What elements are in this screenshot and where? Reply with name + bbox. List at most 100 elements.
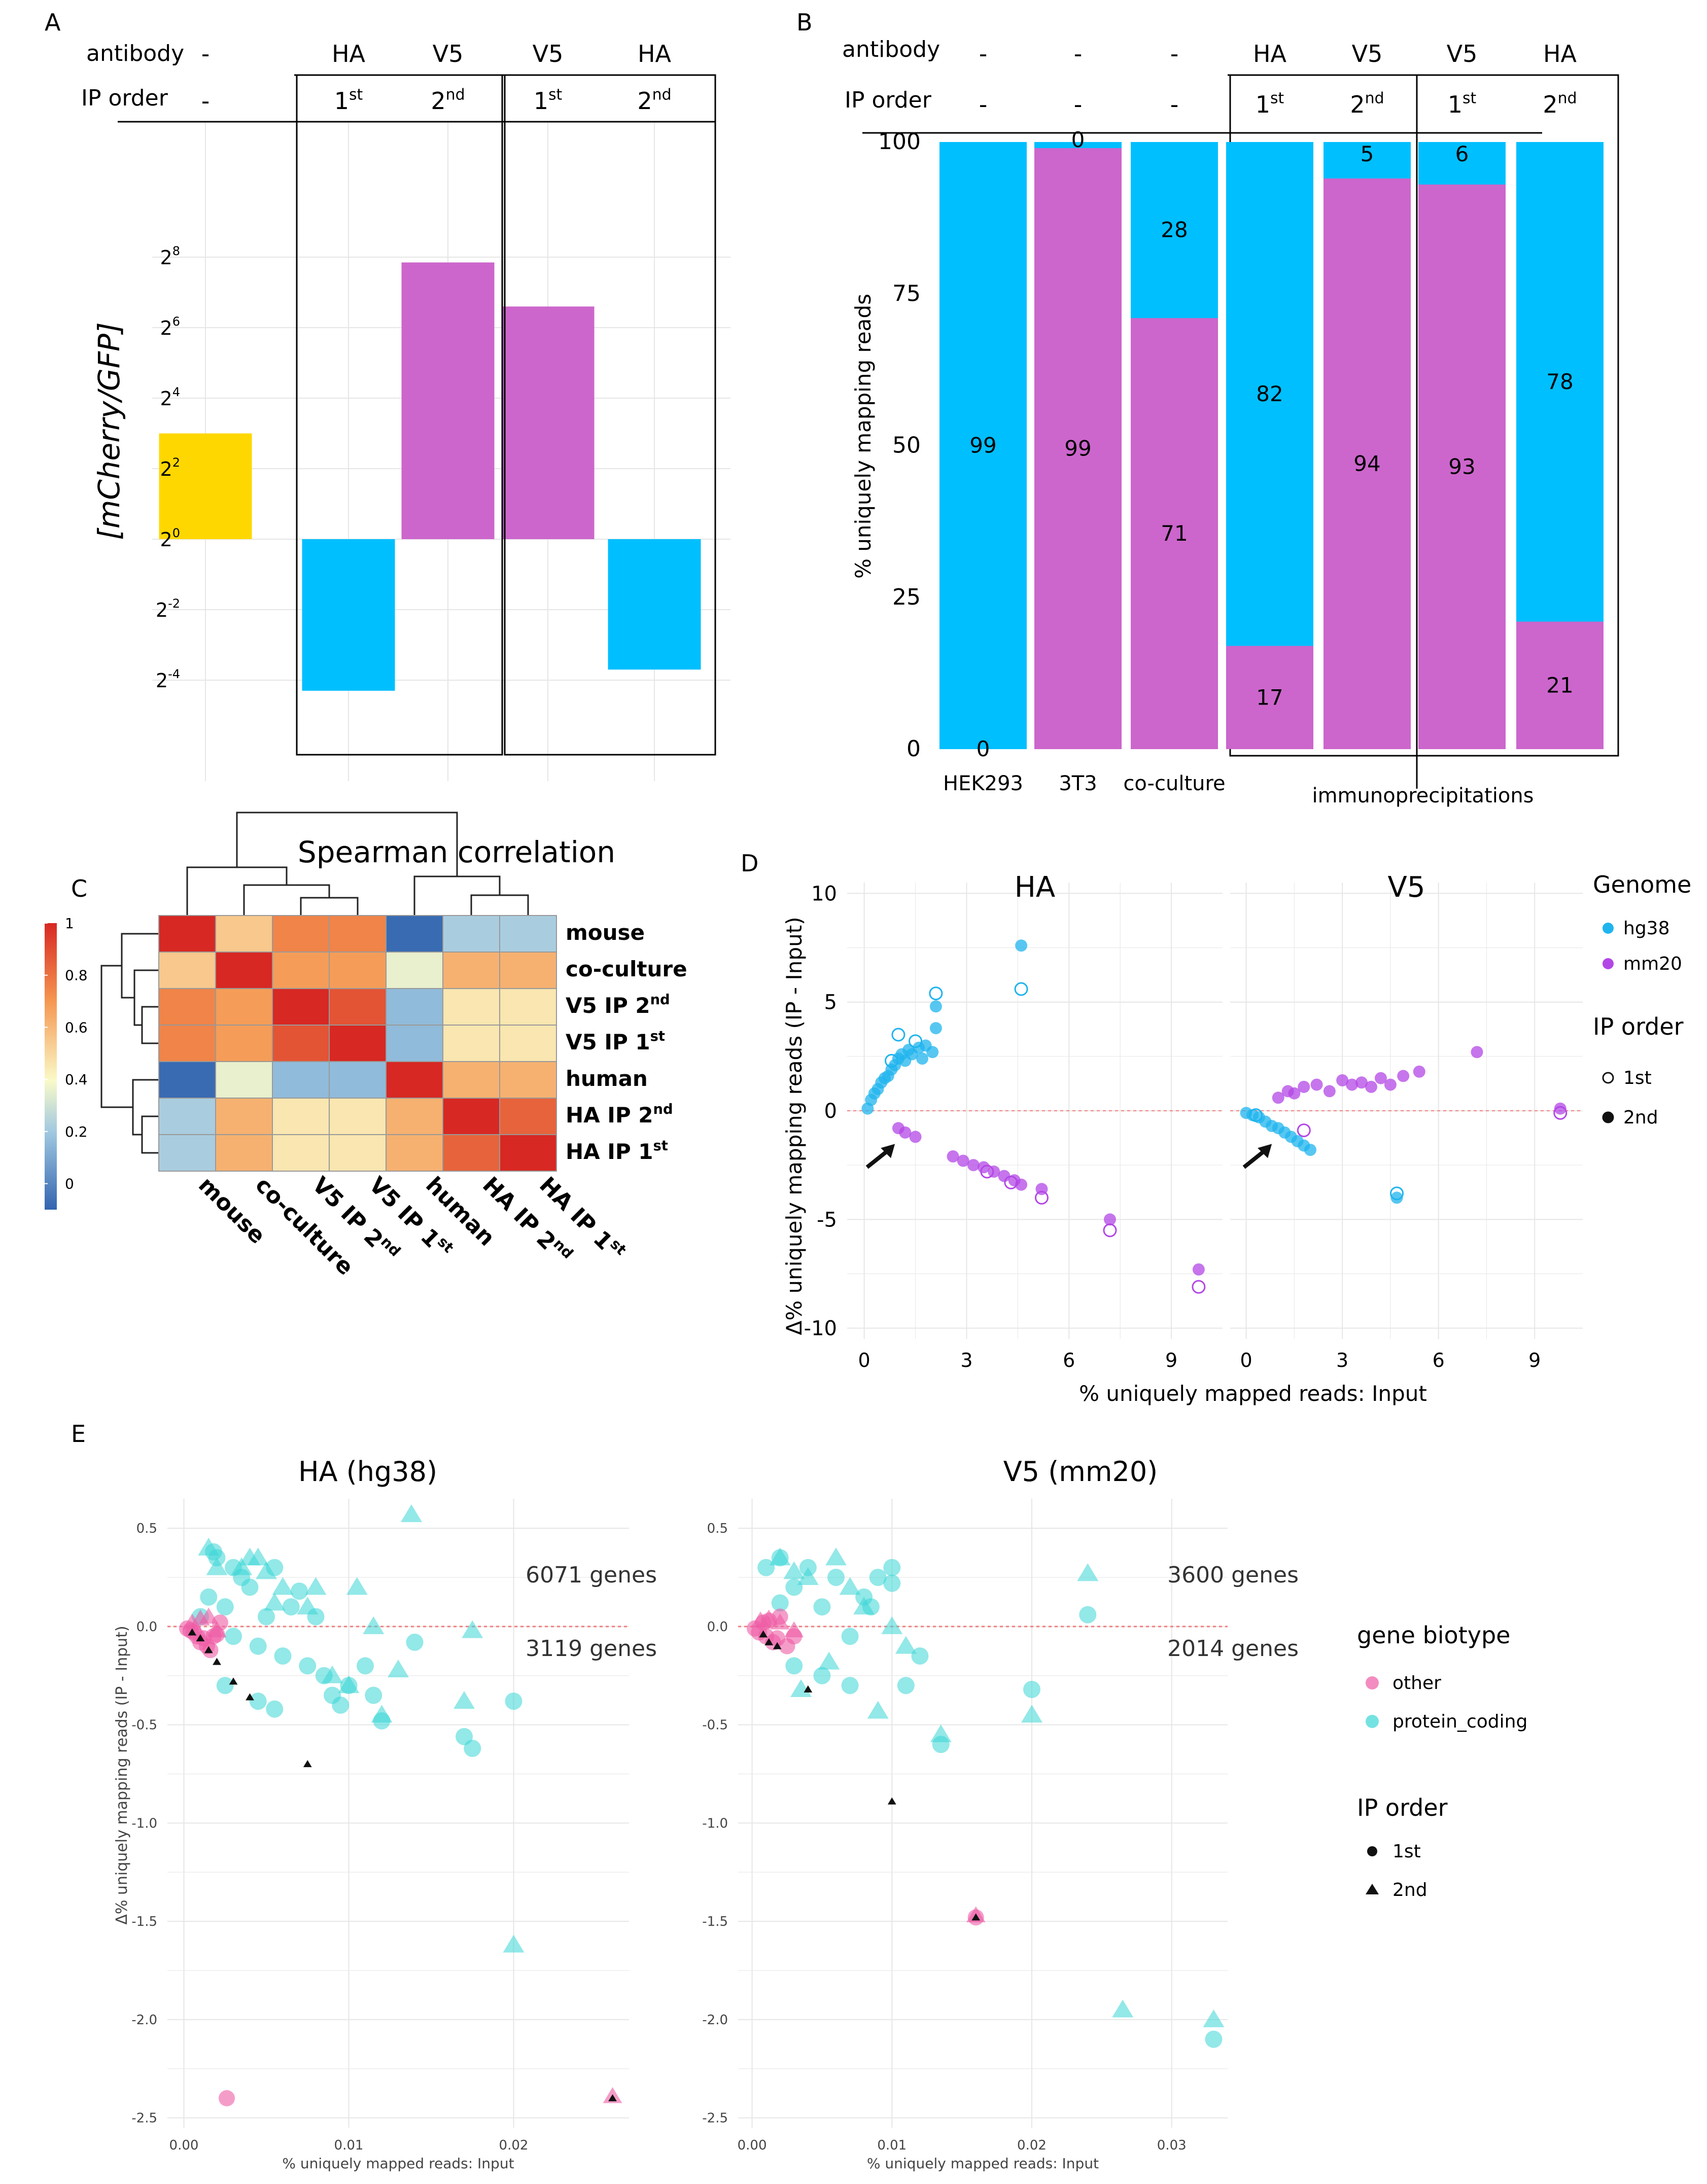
panel-c-colorbar-tick-label: 1 <box>65 915 74 932</box>
panel-e-point-circle <box>216 1677 234 1695</box>
panel-d-point <box>1297 1123 1311 1138</box>
panel-d-point <box>1374 1072 1387 1084</box>
panel-letter-b: B <box>796 9 813 36</box>
panel-c-heat-cell <box>215 1134 273 1172</box>
panel-e-x-tick-label: 0.02 <box>499 2138 529 2153</box>
panel-d-point <box>1336 1074 1349 1086</box>
panel-d-x-tick-label: 6 <box>1433 1349 1445 1371</box>
panel-a-bar <box>608 539 701 670</box>
panel-b-human-value: 28 <box>1161 218 1188 242</box>
panel-d-x-tick-label: 9 <box>1528 1349 1541 1371</box>
panel-letter-a: A <box>45 9 61 36</box>
panel-b-antibody-value: - <box>1170 40 1179 67</box>
panel-c-heat-cell <box>158 1134 216 1172</box>
panel-c-heat-cell <box>499 1134 557 1172</box>
panel-c-dendro-top-link <box>236 812 458 876</box>
panel-b-iporder-value: 1st <box>1256 90 1284 118</box>
panel-d-y-tick-label: -10 <box>804 1317 837 1341</box>
panel-b-mouse-value: 17 <box>1256 685 1283 710</box>
panel-c-heat-cell <box>499 952 557 989</box>
panel-e-legend-order-title: IP order <box>1357 1794 1448 1821</box>
panel-b-x-label: 3T3 <box>1059 772 1097 795</box>
panel-b-y-tick-label: 0 <box>907 736 921 762</box>
panel-c-heat-cell <box>386 952 443 989</box>
panel-c-dendro-left-link <box>141 1006 159 1044</box>
panel-a-bar <box>401 262 495 539</box>
panel-e-point-circle <box>365 1686 382 1704</box>
panel-e-y-tick-label: -2.5 <box>702 2111 728 2126</box>
panel-c-heat-cell <box>329 1025 387 1062</box>
panel-d-arrowhead <box>1258 1144 1272 1158</box>
panel-e-point-circle <box>813 1598 831 1616</box>
panel-d-point <box>1346 1078 1358 1091</box>
panel-e-point-triangle <box>503 1934 525 1953</box>
panel-d-plots: HA 0 3 6 9 V5 0 3 6 9 10 5 0 -5 -10 <box>804 871 1583 1371</box>
panel-e-point-circle <box>771 1594 789 1612</box>
panel-e-point-circle <box>299 1657 317 1675</box>
panel-a: antibody IP order - - HA 1st V5 2nd V5 1st HA 2nd… <box>81 40 730 781</box>
panel-c-heat-cell <box>442 915 500 953</box>
panel-a-y-tick-label: 22 <box>160 455 180 480</box>
panel-e-point-triangle <box>853 1597 875 1615</box>
panel-a-iporder-value: 1st <box>534 86 563 115</box>
panel-e-y-tick-label: -1.0 <box>702 1816 728 1831</box>
panel-e-point-triangle <box>322 1665 343 1683</box>
panel-d-point <box>929 1022 942 1035</box>
panel-a-y-tick-label: 20 <box>160 526 180 551</box>
panel-e-point-black <box>188 1628 197 1636</box>
panel-e-point-triangle <box>346 1577 368 1595</box>
panel-c-row-label: human <box>566 1066 648 1091</box>
panel-d-point <box>1397 1070 1410 1082</box>
panel-e-point-circle <box>282 1598 300 1616</box>
panel-d-point <box>1192 1280 1206 1294</box>
panel-d-x-axis-title: % uniquely mapped reads: Input <box>1079 1381 1427 1406</box>
panel-d-point <box>1015 1178 1028 1191</box>
panel-e-legend-order-label: 1st <box>1392 1841 1421 1862</box>
panel-d-point <box>1304 1144 1316 1156</box>
panel-d-point <box>1104 1213 1116 1226</box>
panel-a-y-tick-label: 28 <box>160 244 180 269</box>
panel-c-heat-cell <box>215 988 273 1026</box>
panel-e-point-triangle <box>297 1597 319 1615</box>
panel-c-dendro-left-link <box>100 965 133 1108</box>
panel-e-y-tick-label: 0.5 <box>136 1521 157 1536</box>
panel-d-point <box>1035 1183 1048 1195</box>
panel-e-point-black <box>764 1638 774 1645</box>
panel-a-iporder-label: IP order <box>81 85 168 111</box>
panel-c-heat-cell <box>272 1025 330 1062</box>
panel-d-legend-genome-label: hg38 <box>1623 918 1669 939</box>
panel-d-point <box>1015 939 1028 952</box>
panel-a-bar <box>159 433 252 539</box>
panel-c-heat-cell <box>499 1098 557 1135</box>
panel-e-x-tick-label: 0.00 <box>738 2138 767 2153</box>
panel-c-heat-cell <box>272 952 330 989</box>
panel-e-point-triangle <box>881 1616 903 1634</box>
panel-d-y-tick-label: 5 <box>824 991 837 1014</box>
panel-e-legend-order-key <box>1367 1846 1377 1856</box>
panel-d-point <box>1298 1080 1310 1093</box>
panel-e-point-triangle <box>231 1557 253 1575</box>
panel-e-point-black <box>804 1685 813 1693</box>
panel-c-heat-cell <box>329 952 387 989</box>
panel-c-heat-cell <box>272 1098 330 1135</box>
panel-c-heat-cell <box>158 952 216 989</box>
panel-d-point <box>929 1000 942 1013</box>
panel-b-human-value: 0 <box>1071 127 1085 152</box>
panel-d-point <box>1288 1087 1301 1100</box>
panel-c-heatmap <box>158 915 557 1172</box>
panel-c-heat-cell <box>386 988 443 1026</box>
panel-d-legend-genome-title: Genome <box>1593 871 1691 898</box>
panel-b-iporder-value: 1st <box>1448 90 1477 118</box>
panel-e-point-triangle <box>206 1557 228 1575</box>
panel-e-x-axis-title: % uniquely mapped reads: Input <box>282 2155 514 2172</box>
panel-c-heat-cell <box>442 1025 500 1062</box>
panel-a-y-tick-label: 26 <box>160 314 180 339</box>
panel-c-col-label: HA IP 1st <box>534 1170 630 1266</box>
panel-e-point-triangle <box>1077 1563 1099 1581</box>
panel-e-y-axis-title: Δ% uniquely mapping reads (IP - Input) <box>113 1626 131 1924</box>
panel-d-arrowhead <box>881 1144 895 1158</box>
panel-e-legend-biotype-key <box>1366 1715 1379 1728</box>
panel-b: antibody IP order - - - - - - HA 1st V5 2nd V5 1st H… <box>842 37 1619 807</box>
panel-e-y-tick-label: -1.0 <box>131 1816 157 1831</box>
panel-e-point-triangle <box>401 1504 422 1522</box>
